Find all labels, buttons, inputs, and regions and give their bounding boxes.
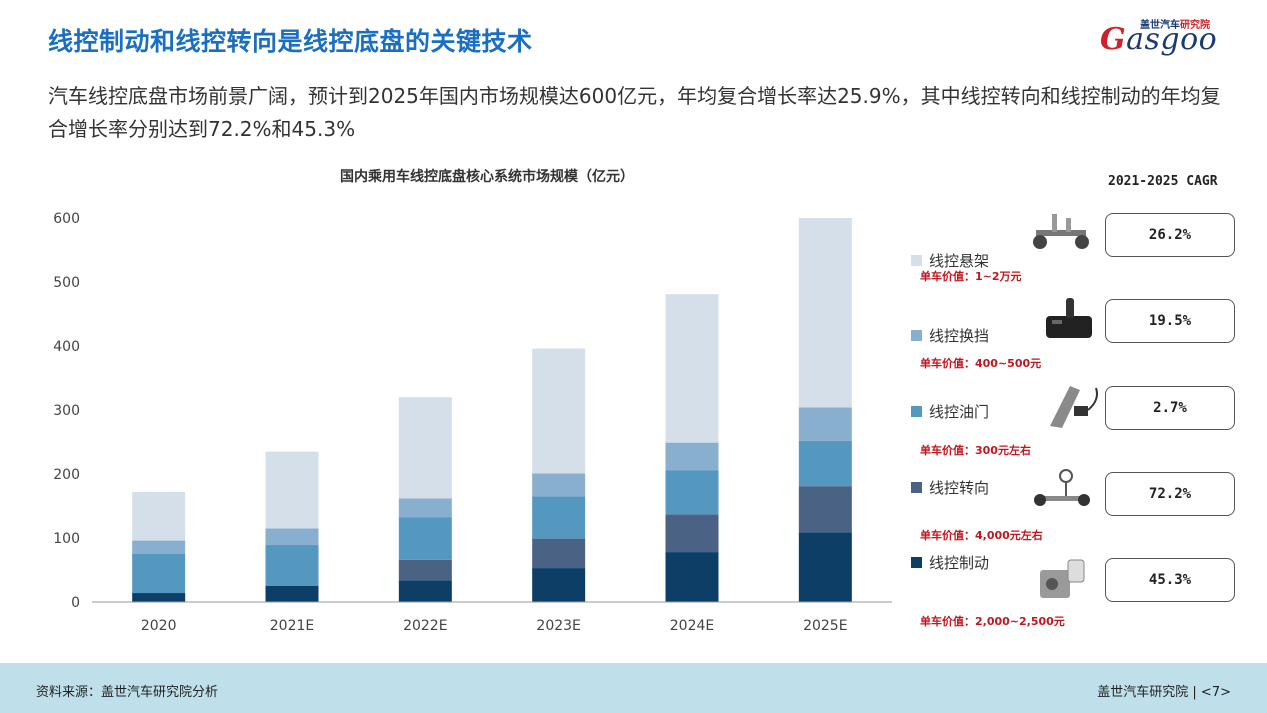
bar-throttle: [532, 496, 586, 539]
bar-suspension: [798, 218, 852, 408]
gasgoo-logo: 盖世汽车研究院 Gasgoo: [1100, 14, 1230, 60]
legend-label-brake: 线控制动: [929, 554, 990, 572]
bar-brake: [532, 568, 586, 602]
x-tick-label: 2023E: [536, 618, 580, 634]
x-tick-label: 2022E: [403, 618, 447, 634]
x-tick-label: 2020: [141, 618, 177, 634]
x-tick-label: 2025E: [803, 618, 847, 634]
bar-suspension: [398, 397, 452, 499]
bar-suspension: [265, 451, 319, 529]
bar-throttle: [398, 517, 452, 560]
bar-shift: [398, 498, 452, 518]
legend-item-brake: 线控制动: [911, 552, 989, 573]
legend-swatch-shift: [911, 330, 922, 341]
summary-text: 汽车线控底盘市场前景广阔，预计到2025年国内市场规模达600亿元，年均复合增长…: [48, 84, 1221, 141]
bar-throttle: [798, 440, 852, 487]
footer-org: 盖世汽车研究院 | <7>: [1097, 685, 1231, 700]
page-title: 线控制动和线控转向是线控底盘的关键技术: [48, 27, 533, 56]
unit-price-shift: 单车价值：400~500元: [920, 357, 1042, 370]
cagr-brake: 45.3%: [1105, 558, 1235, 602]
legend-label-shift: 线控换挡: [929, 327, 990, 345]
cagr-shift: 19.5%: [1105, 299, 1235, 343]
cagr-throttle: 2.7%: [1105, 386, 1235, 430]
throttle-pedal-image: [1050, 386, 1098, 428]
bar-steering: [532, 538, 586, 569]
legend-item-steering: 线控转向: [911, 477, 989, 498]
y-tick-label: 300: [53, 403, 80, 419]
bar-shift: [665, 442, 719, 471]
unit-price-brake: 单车价值：2,000~2,500元: [920, 615, 1065, 628]
bar-steering: [665, 514, 719, 553]
logo-first-letter: G: [1100, 22, 1127, 57]
legend-label-suspension: 线控悬架: [929, 252, 990, 270]
y-tick-label: 500: [53, 275, 80, 291]
footer-org-name: 盖世汽车研究院: [1097, 685, 1189, 700]
cagr-suspension: 26.2%: [1105, 213, 1235, 257]
legend-swatch-throttle: [911, 406, 922, 417]
bar-shift: [532, 473, 586, 497]
bar-suspension: [532, 348, 586, 474]
bar-brake: [665, 552, 719, 602]
y-tick-label: 400: [53, 339, 80, 355]
bar-brake: [265, 586, 319, 602]
unit-price-steering: 单车价值：4,000元左右: [920, 529, 1043, 542]
cagr-steering: 72.2%: [1105, 472, 1235, 516]
legend-swatch-suspension: [911, 255, 922, 266]
footer-bar: 资料来源：盖世汽车研究院分析 盖世汽车研究院 | <7>: [0, 663, 1267, 713]
steering-image: [1034, 469, 1090, 506]
unit-price-throttle: 单车价值：300元左右: [920, 444, 1031, 457]
legend-swatch-steering: [911, 482, 922, 493]
suspension-image: [1033, 214, 1089, 249]
bar-brake: [798, 532, 852, 602]
x-tick-label: 2021E: [270, 618, 314, 634]
bar-steering: [398, 559, 452, 581]
bar-throttle: [132, 554, 186, 594]
legend-item-shift: 线控换挡: [911, 325, 989, 346]
bar-shift: [798, 407, 852, 441]
bar-steering: [798, 486, 852, 533]
legend-item-suspension: 线控悬架: [911, 250, 989, 271]
bar-brake: [398, 580, 452, 602]
bar-suspension: [132, 491, 186, 541]
bar-shift: [265, 528, 319, 546]
y-tick-label: 600: [53, 211, 80, 227]
legend-label-throttle: 线控油门: [929, 403, 990, 421]
brake-unit-image: [1040, 559, 1085, 598]
bar-throttle: [265, 545, 319, 586]
logo-top-right: 研究院: [1180, 20, 1210, 31]
chart-title: 国内乘用车线控底盘核心系统市场规模（亿元）: [340, 169, 634, 185]
page-number: 7: [1211, 685, 1221, 700]
y-tick-label: 0: [71, 595, 80, 611]
x-tick-label: 2024E: [670, 618, 714, 634]
bar-shift: [132, 540, 186, 554]
legend-label-steering: 线控转向: [929, 479, 990, 497]
logo-top-left: 盖世汽车: [1140, 20, 1180, 31]
y-tick-label: 200: [53, 467, 80, 483]
y-tick-label: 100: [53, 531, 80, 547]
cagr-title: 2021-2025 CAGR: [1108, 174, 1218, 189]
bar-brake: [132, 593, 186, 602]
logo-wordmark: asgoo: [1126, 22, 1218, 57]
gear-shift-image: [1046, 298, 1092, 338]
legend-swatch-brake: [911, 557, 922, 568]
source-note: 资料来源：盖世汽车研究院分析: [36, 685, 219, 700]
legend-item-throttle: 线控油门: [911, 401, 989, 422]
bar-throttle: [665, 470, 719, 515]
unit-price-suspension: 单车价值：1~2万元: [920, 270, 1022, 283]
bar-suspension: [665, 294, 719, 443]
